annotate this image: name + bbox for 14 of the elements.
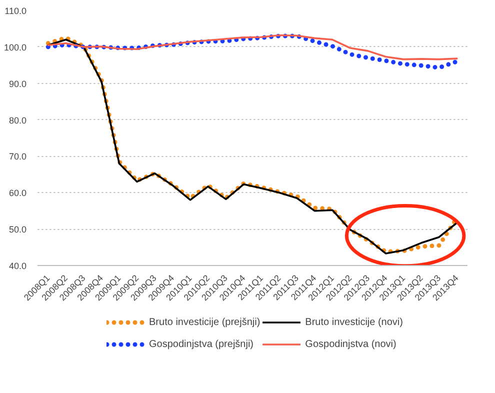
line-series (47, 34, 458, 60)
legend-label: Bruto investicije (novi) (305, 316, 403, 328)
legend-label: Bruto investicije (prejšnji) (149, 316, 260, 328)
y-tick-label: 70.0 (8, 152, 27, 162)
legend-label: Gospodinjstva (prejšnji) (149, 338, 254, 350)
y-tick-label: 90.0 (8, 78, 27, 89)
y-tick-label: 50.0 (8, 224, 27, 235)
y-tick-label: 40.0 (8, 261, 27, 271)
y-tick-label: 110.0 (4, 6, 27, 16)
y-tick-label: 80.0 (8, 115, 27, 126)
legend-label: Gospodinjstva (novi) (305, 338, 396, 350)
y-tick-label: 100.0 (4, 42, 27, 52)
y-tick-label: 60.0 (8, 188, 27, 198)
line-series (46, 34, 460, 70)
